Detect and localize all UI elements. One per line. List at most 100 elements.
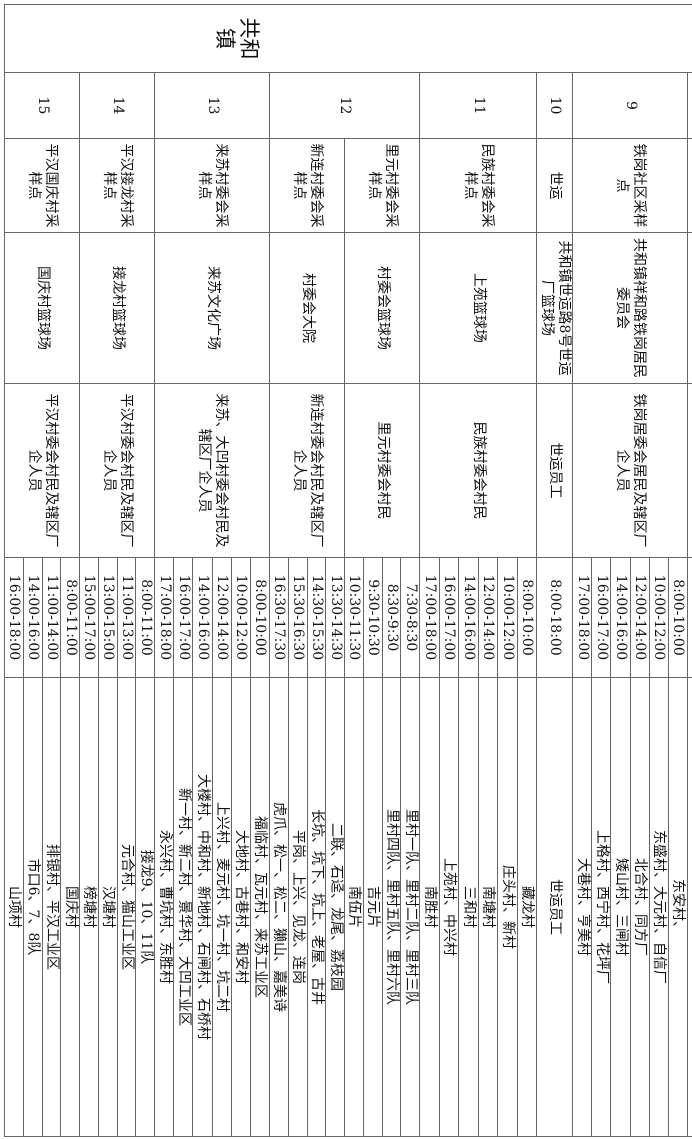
time-slot: 14:30-15:30 (307, 557, 326, 678)
village-area: 山项村 (4, 677, 24, 1137)
time-slot: 16:00-18:00 (4, 557, 24, 678)
target-cell (687, 383, 692, 558)
village-area: 国庆村 (60, 677, 80, 1137)
sampling-address: 村委会大院 (269, 232, 345, 384)
village-area: 永兴村、曹坑村、东胜村 (154, 677, 174, 1137)
time-slot: 10:00-12:00 (497, 557, 518, 678)
no-cell (687, 72, 692, 139)
sampling-point: 来苏村委会采样点 (154, 138, 270, 233)
village-area: 汉塘村 (98, 677, 118, 1137)
sampling-point: 平汉国庆村采样点 (4, 138, 80, 233)
time-slot: 17:00-18:00 (154, 557, 174, 678)
time-slot: 12:00-14:00 (630, 557, 650, 678)
time-slot: 13:30-14:30 (325, 557, 345, 678)
time-slot: 17:00-18:00 (419, 557, 440, 678)
time-cell (687, 557, 692, 678)
village-area: 上兴村、麦元村、坑一村、坑二村 (212, 677, 232, 1137)
table-row: 12 里元村委会采样点 村委会篮球场 里元村委会村民 7:30-8:30 里村一队、里村二… (269, 5, 420, 1137)
village-area: 二联、石迳、龙尾、荔枝园 (325, 677, 345, 1137)
sampling-schedule-table: 共和镇 9 铁岗社区采样点 共和镇祥和路铁岗居民委员会 铁岗居委会居民及辖区厂企人员 8:… (4, 4, 692, 1137)
target-population: 铁岗居委会居民及辖区厂企人员 (572, 383, 688, 558)
village-area: 南胜村 (419, 677, 440, 1137)
village-area: 庄头村、新村 (497, 677, 518, 1137)
village-area: 大地村、古巷村、和安村 (231, 677, 251, 1137)
village-area: 新一村、新二村、景华村、大凹工业区 (173, 677, 193, 1137)
point-cell (687, 138, 692, 233)
time-slot: 10:00-12:00 (231, 557, 251, 678)
time-slot: 14:00-16:00 (610, 557, 631, 678)
table-row: 新连村委会采样点 村委会大院 新连村委会村民及辖区厂企人员 13:30-14:30 二联… (269, 5, 345, 1137)
village-area: 福临村、瓦元村、来苏工业区 (250, 677, 270, 1137)
time-slot: 16:00-17:00 (439, 557, 459, 678)
village-area: 南塘村 (478, 677, 498, 1137)
village-area: 东盛村、大元村、自信厂 (649, 677, 669, 1137)
sampling-address: 上苑篮球场 (419, 232, 537, 384)
time-slot: 17:00-18:00 (572, 557, 592, 678)
time-slot: 12:00-14:00 (478, 557, 498, 678)
address-cell (687, 232, 692, 384)
village-area: 接龙9、10、11队 (135, 677, 155, 1137)
table-row: 9 铁岗社区采样点 共和镇祥和路铁岗居民委员会 铁岗居委会居民及辖区厂企人员 8:00-… (572, 5, 688, 1137)
time-slot: 16:30-17:30 (269, 557, 289, 678)
time-slot: 10:30-11:30 (344, 557, 364, 678)
town-cell: 共和镇 (4, 4, 692, 73)
village-area: 虎爪、松一、松二、獭山、嘉美诗 (269, 677, 289, 1137)
village-area: 上苑村、中兴村 (439, 677, 459, 1137)
village-area: 大楼村、中和村、新地村、石闸村、石桥村 (192, 677, 213, 1137)
target-population: 平汉村委会村民及辖区厂企人员 (4, 383, 80, 558)
time-slot: 8:00-10:00 (668, 557, 688, 678)
row-number: 12 (269, 72, 420, 139)
time-slot: 15:30-16:30 (288, 557, 308, 678)
table-row-partial: 共和镇 (4, 4, 692, 1137)
village-area: 东安村、 (668, 677, 688, 1137)
sampling-point: 里元村委会采样点 (344, 138, 420, 233)
time-slot: 10:00-12:00 (649, 557, 669, 678)
sampling-address: 村委会篮球场 (344, 232, 420, 384)
area-cell (687, 677, 692, 1137)
village-area: 三和村 (458, 677, 479, 1137)
time-slot: 13:00-15:00 (98, 557, 118, 678)
sampling-point: 民族村委会采样点 (419, 138, 537, 233)
table-row: 10 世运 共和镇世运路8号世运厂篮球场 世运员工 8:00-18:00 世运员工 (536, 5, 573, 1137)
table-row: 14 平汉接龙村采样点 接龙村篮球场 平汉村委会村民及辖区厂企人员 8:00-11:00… (79, 5, 155, 1137)
time-slot: 9:30-10:30 (363, 557, 383, 678)
table-row: 15 平汉国庆村采样点 国庆村篮球场 平汉村委会村民及辖区厂企人员 8:00-11:00… (4, 5, 80, 1137)
village-area: 里村一队、里村二队、里村三队 (400, 677, 420, 1137)
time-slot: 16:00-17:00 (591, 557, 611, 678)
row-number: 10 (536, 72, 573, 139)
table-row: 11 民族村委会采样点 上苑篮球场 民族村委会村民 8:00-10:00 藏龙村 (419, 5, 537, 1137)
time-slot: 14:00-16:00 (458, 557, 479, 678)
village-area: 北合村、同方厂 (630, 677, 650, 1137)
table-row: 13 来苏村委会采样点 来苏文化广场 来苏、大凹村委会村民及辖区厂企人员 8:00-10… (154, 5, 270, 1137)
sampling-address: 国庆村篮球场 (4, 232, 80, 384)
time-slot: 14:00-16:00 (192, 557, 213, 678)
sampling-point: 新连村委会采样点 (269, 138, 345, 233)
village-area: 吉元片 (363, 677, 383, 1137)
sampling-address: 接龙村篮球场 (79, 232, 155, 384)
time-slot: 12:00-14:00 (212, 557, 232, 678)
time-slot: 15:00-17:00 (79, 557, 99, 678)
time-slot: 8:00-10:00 (517, 557, 537, 678)
village-area: 藏龙村 (517, 677, 537, 1137)
target-population: 平汉村委会村民及辖区厂企人员 (79, 383, 155, 558)
time-slot: 7:30-8:30 (400, 557, 420, 678)
village-area: 元合村、猫山工业区 (117, 677, 136, 1137)
time-slot: 8:30-9:30 (382, 557, 401, 678)
time-slot: 8:00-11:00 (135, 557, 155, 678)
time-slot: 11:00-14:00 (42, 557, 61, 678)
time-slot: 14:00-16:00 (23, 557, 43, 678)
sampling-address: 共和镇世运路8号世运厂篮球场 (536, 232, 573, 384)
sampling-point: 平汉接龙村采样点 (79, 138, 155, 233)
time-slot: 8:00-11:00 (60, 557, 80, 678)
village-area: 南伍片 (344, 677, 364, 1137)
village-area: 里村四队、里村五队、里村六队 (382, 677, 401, 1137)
target-population: 新连村委会村民及辖区厂企人员 (269, 383, 345, 558)
row-number: 9 (572, 72, 688, 139)
row-number: 15 (4, 72, 80, 139)
target-population: 来苏、大凹村委会村民及辖区厂企人员 (154, 383, 270, 558)
row-number: 14 (79, 72, 155, 139)
village-area: 平岗、上兴、见龙、连岗 (288, 677, 308, 1137)
time-slot: 8:00-18:00 (536, 557, 573, 678)
village-area: 大巷村、亨美村 (572, 677, 592, 1137)
